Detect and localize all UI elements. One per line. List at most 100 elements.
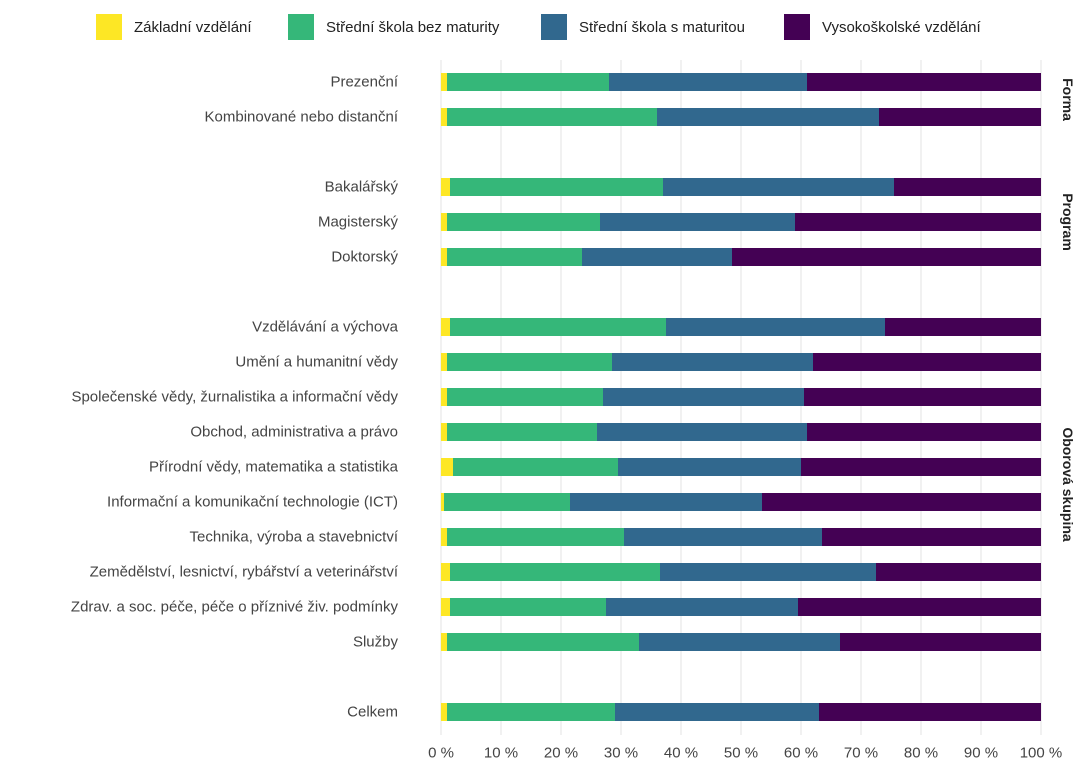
bar-segment <box>582 248 732 266</box>
legend-item-vysokoskolske: Vysokoškolské vzdělání <box>784 12 981 42</box>
x-tick-label: 30 % <box>604 745 638 762</box>
category-labels: Prezenční Kombinované nebo distanční Bakal… <box>71 74 399 721</box>
category-label: Přírodní vědy, matematika a statistika <box>149 459 399 476</box>
category-label: Zdrav. a soc. péče, péče o příznivé živ.… <box>71 599 399 616</box>
bar-segment <box>570 493 762 511</box>
bar-segment <box>447 248 582 266</box>
category-label: Technika, výroba a stavebnictví <box>190 529 399 546</box>
legend-label: Střední škola s maturitou <box>579 18 745 36</box>
category-label: Služby <box>353 634 399 651</box>
bar-segment <box>447 108 657 126</box>
bar-segment <box>804 388 1041 406</box>
legend-swatch <box>96 14 122 40</box>
bar-segment <box>441 108 447 126</box>
bar-segment <box>801 458 1041 476</box>
bar-segment <box>441 528 447 546</box>
bar-segment <box>819 703 1041 721</box>
bar-segment <box>603 388 804 406</box>
bar-segment <box>441 493 444 511</box>
bar-segment <box>447 73 609 91</box>
bar-segment <box>879 108 1041 126</box>
bar-segment <box>444 493 570 511</box>
bar-segment <box>666 318 885 336</box>
bar-segment <box>441 213 447 231</box>
legend-label: Vysokoškolské vzdělání <box>822 18 981 36</box>
bar-segment <box>813 353 1041 371</box>
legend-label: Střední škola bez maturity <box>326 18 500 36</box>
category-label: Zemědělství, lesnictví, rybářství a vete… <box>90 564 399 581</box>
category-label: Bakalářský <box>325 179 399 196</box>
facet-label: Forma <box>1060 78 1076 121</box>
x-tick-label: 10 % <box>484 745 518 762</box>
bar-segment <box>441 178 450 196</box>
category-label: Celkem <box>347 704 398 721</box>
legend-swatch <box>541 14 567 40</box>
x-axis-ticks: 0 % 10 % 20 % 30 % 40 % 50 % 60 % 70 % 80 % 90 % 1… <box>428 745 1062 762</box>
legend-label: Základní vzdělání <box>134 18 252 36</box>
bar-segment <box>441 353 447 371</box>
category-label: Doktorský <box>331 249 398 266</box>
facet-label: Oborová skupina <box>1060 427 1076 542</box>
bar-segment <box>447 703 615 721</box>
bar-segment <box>450 318 666 336</box>
category-label: Obchod, administrativa a právo <box>190 424 398 441</box>
bar-segment <box>822 528 1041 546</box>
category-label: Umění a humanitní vědy <box>235 354 398 371</box>
bar-segment <box>894 178 1041 196</box>
bar-segment <box>441 423 447 441</box>
bar-segment <box>840 633 1041 651</box>
bar-segment <box>885 318 1041 336</box>
bar-segment <box>441 388 447 406</box>
category-label: Vzdělávání a výchova <box>252 319 399 336</box>
legend-swatch <box>288 14 314 40</box>
bar-segment <box>612 353 813 371</box>
bar-segment <box>663 178 894 196</box>
bar-segment <box>600 213 795 231</box>
bar-segment <box>441 598 450 616</box>
legend-item-zakladni: Základní vzdělání <box>96 12 252 42</box>
facet-labels: Forma Program Oborová skupina <box>1060 78 1076 542</box>
bar-segment <box>450 598 606 616</box>
bar-segment <box>441 458 453 476</box>
bar-segment <box>447 633 639 651</box>
category-label: Společenské vědy, žurnalistika a informa… <box>71 389 398 406</box>
bar-segment <box>450 178 663 196</box>
category-label: Prezenční <box>330 74 398 91</box>
x-tick-label: 100 % <box>1020 745 1063 762</box>
legend-item-stredni-bez-maturity: Střední škola bez maturity <box>288 12 499 42</box>
bar-segment <box>441 318 450 336</box>
bar-segment <box>624 528 822 546</box>
bar-segment <box>807 73 1041 91</box>
bar-segment <box>732 248 1041 266</box>
bar-segment <box>798 598 1041 616</box>
bar-segment <box>615 703 819 721</box>
bar-segment <box>609 73 807 91</box>
bar-segment <box>660 563 876 581</box>
category-label: Informační a komunikační technologie (IC… <box>107 494 398 511</box>
bar-segment <box>441 563 450 581</box>
bar-segment <box>447 528 624 546</box>
bar-segment <box>447 388 603 406</box>
bar-segment <box>639 633 840 651</box>
x-tick-label: 50 % <box>724 745 758 762</box>
category-label: Magisterský <box>318 214 399 231</box>
bar-segment <box>447 353 612 371</box>
chart-legend: Základní vzdělání Střední škola bez matu… <box>0 12 1078 42</box>
bar-segment <box>441 248 447 266</box>
x-tick-label: 60 % <box>784 745 818 762</box>
bar-segment <box>441 73 447 91</box>
bar-segment <box>441 703 447 721</box>
legend-swatch <box>784 14 810 40</box>
bar-segment <box>447 423 597 441</box>
facet-label: Program <box>1060 193 1076 251</box>
bar-segment <box>441 633 447 651</box>
x-tick-label: 90 % <box>964 745 998 762</box>
bar-segment <box>657 108 879 126</box>
bar-segment <box>807 423 1041 441</box>
bar-segment <box>876 563 1041 581</box>
bar-segment <box>762 493 1041 511</box>
bar-segment <box>606 598 798 616</box>
category-label: Kombinované nebo distanční <box>205 109 399 126</box>
bar-segment <box>618 458 801 476</box>
